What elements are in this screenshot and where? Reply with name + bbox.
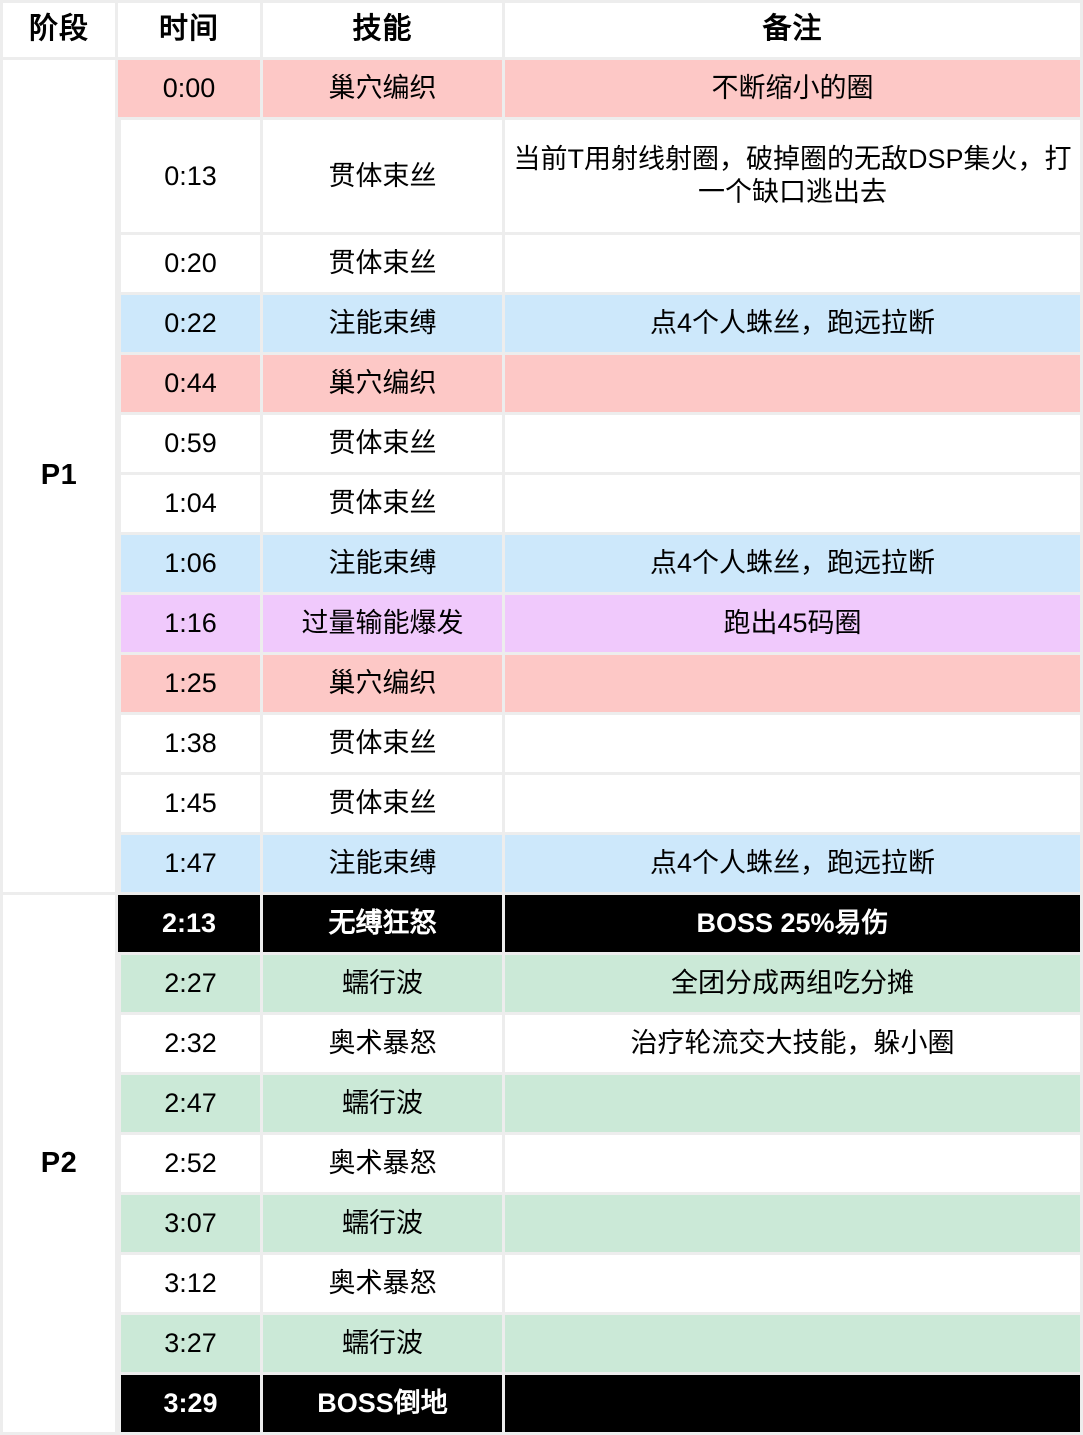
note-cell: 跑出45码圈: [505, 595, 1083, 655]
note-cell: 当前T用射线射圈，破掉圈的无敌DSP集火，打一个缺口逃出去: [505, 120, 1083, 235]
time-cell: 3:29: [118, 1375, 263, 1435]
skill-cell: 贯体束丝: [263, 475, 505, 535]
header-row: 阶段 时间 技能 备注: [0, 0, 1083, 60]
column-header-phase: 阶段: [0, 0, 118, 60]
table-row: 2:52 奥术暴怒: [0, 1135, 1083, 1195]
table-row: P1 0:00 巢穴编织 不断缩小的圈: [0, 60, 1083, 895]
table-row: 2:27 蠕行波 全团分成两组吃分摊: [0, 955, 1083, 1015]
skill-cell: 贯体束丝: [263, 415, 505, 475]
note-cell: [505, 1075, 1083, 1135]
note-cell: 治疗轮流交大技能，躲小圈: [505, 1015, 1083, 1075]
note-cell: [505, 475, 1083, 535]
table-body: P1 0:00 巢穴编织 不断缩小的圈 0:13 贯体束丝 当前T用射线射圈，破掉圈的无敌D…: [0, 60, 1083, 1435]
time-cell: 0:13: [118, 120, 263, 235]
table-row: 3:12 奥术暴怒: [0, 1255, 1083, 1315]
note-cell: BOSS 25%易伤: [505, 895, 1083, 955]
note-cell: [505, 355, 1083, 415]
time-cell: 1:04: [118, 475, 263, 535]
skill-cell: 奥术暴怒: [263, 1015, 505, 1075]
skill-cell: 巢穴编织: [263, 355, 505, 415]
note-cell: 点4个人蛛丝，跑远拉断: [505, 295, 1083, 355]
note-cell: 点4个人蛛丝，跑远拉断: [505, 535, 1083, 595]
note-cell: [505, 415, 1083, 475]
skill-cell: 过量输能爆发: [263, 595, 505, 655]
skill-cell: BOSS倒地: [263, 1375, 505, 1435]
phase-cell-p1: P1: [0, 60, 118, 895]
phase-cell-p2: P2: [0, 895, 118, 1435]
table-row: 3:07 蠕行波: [0, 1195, 1083, 1255]
skill-cell: 注能束缚: [263, 835, 505, 895]
note-cell: [505, 1135, 1083, 1195]
note-cell: 点4个人蛛丝，跑远拉断: [505, 835, 1083, 895]
skill-cell: 贯体束丝: [263, 775, 505, 835]
time-cell: 2:13: [118, 895, 263, 955]
time-cell: 1:06: [118, 535, 263, 595]
time-cell: 3:27: [118, 1315, 263, 1375]
table-row: 1:06 注能束缚 点4个人蛛丝，跑远拉断: [0, 535, 1083, 595]
table-row: 0:20 贯体束丝: [0, 235, 1083, 295]
time-cell: 2:27: [118, 955, 263, 1015]
table-row: 2:47 蠕行波: [0, 1075, 1083, 1135]
skill-cell: 无缚狂怒: [263, 895, 505, 955]
note-cell: [505, 1195, 1083, 1255]
table-row: 1:45 贯体束丝: [0, 775, 1083, 835]
table-row: 1:04 贯体束丝: [0, 475, 1083, 535]
table-row: 1:38 贯体束丝: [0, 715, 1083, 775]
table-row: P2 2:13 无缚狂怒 BOSS 25%易伤: [0, 895, 1083, 1435]
skill-cell: 蠕行波: [263, 1195, 505, 1255]
time-cell: 0:22: [118, 295, 263, 355]
time-cell: 1:45: [118, 775, 263, 835]
note-cell: [505, 775, 1083, 835]
table-row: 1:47 注能束缚 点4个人蛛丝，跑远拉断: [0, 835, 1083, 895]
time-cell: 0:44: [118, 355, 263, 415]
note-cell: 不断缩小的圈: [505, 60, 1083, 120]
column-header-note: 备注: [505, 0, 1083, 60]
time-cell: 2:52: [118, 1135, 263, 1195]
note-cell: [505, 1375, 1083, 1435]
column-header-skill: 技能: [263, 0, 505, 60]
skill-cell: 蠕行波: [263, 955, 505, 1015]
note-cell: [505, 1255, 1083, 1315]
note-cell: [505, 655, 1083, 715]
skill-cell: 蠕行波: [263, 1075, 505, 1135]
note-cell: [505, 1315, 1083, 1375]
table-row: 3:27 蠕行波: [0, 1315, 1083, 1375]
skill-cell: 注能束缚: [263, 535, 505, 595]
time-cell: 1:38: [118, 715, 263, 775]
time-cell: 2:32: [118, 1015, 263, 1075]
skill-cell: 蠕行波: [263, 1315, 505, 1375]
note-cell: 全团分成两组吃分摊: [505, 955, 1083, 1015]
skill-cell: 贯体束丝: [263, 715, 505, 775]
time-cell: 0:59: [118, 415, 263, 475]
skill-cell: 奥术暴怒: [263, 1255, 505, 1315]
time-cell: 0:00: [118, 60, 263, 120]
table-row: 0:22 注能束缚 点4个人蛛丝，跑远拉断: [0, 295, 1083, 355]
table-header: 阶段 时间 技能 备注: [0, 0, 1083, 60]
note-cell: [505, 235, 1083, 295]
table-row: 3:29 BOSS倒地: [0, 1375, 1083, 1435]
skill-cell: 巢穴编织: [263, 60, 505, 120]
column-header-time: 时间: [118, 0, 263, 60]
skill-cell: 注能束缚: [263, 295, 505, 355]
table-row: 0:13 贯体束丝 当前T用射线射圈，破掉圈的无敌DSP集火，打一个缺口逃出去: [0, 120, 1083, 235]
skill-cell: 贯体束丝: [263, 235, 505, 295]
note-cell: [505, 715, 1083, 775]
time-cell: 3:12: [118, 1255, 263, 1315]
table-row: 0:44 巢穴编织: [0, 355, 1083, 415]
skill-cell: 巢穴编织: [263, 655, 505, 715]
table-row: 1:25 巢穴编织: [0, 655, 1083, 715]
skill-cell: 贯体束丝: [263, 120, 505, 235]
time-cell: 0:20: [118, 235, 263, 295]
time-cell: 1:47: [118, 835, 263, 895]
time-cell: 2:47: [118, 1075, 263, 1135]
table-row: 1:16 过量输能爆发 跑出45码圈: [0, 595, 1083, 655]
table-row: 0:59 贯体束丝: [0, 415, 1083, 475]
time-cell: 1:25: [118, 655, 263, 715]
time-cell: 1:16: [118, 595, 263, 655]
skill-cell: 奥术暴怒: [263, 1135, 505, 1195]
time-cell: 3:07: [118, 1195, 263, 1255]
table-row: 2:32 奥术暴怒 治疗轮流交大技能，躲小圈: [0, 1015, 1083, 1075]
